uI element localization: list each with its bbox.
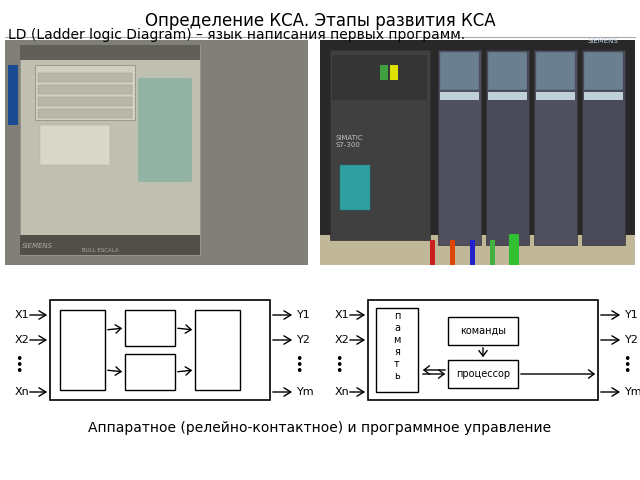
Text: Xn: Xn — [15, 387, 29, 397]
Text: команды: команды — [460, 326, 506, 336]
Bar — [38, 73, 132, 82]
Bar — [5, 40, 308, 265]
Text: ь: ь — [394, 371, 400, 381]
Text: •: • — [15, 353, 22, 367]
Text: •: • — [295, 353, 303, 367]
Bar — [536, 52, 575, 90]
Text: Ym: Ym — [297, 387, 315, 397]
Bar — [536, 92, 575, 100]
Text: я: я — [394, 347, 400, 357]
FancyBboxPatch shape — [509, 234, 519, 266]
Bar — [488, 52, 527, 90]
Bar — [582, 50, 625, 245]
Bar — [380, 65, 388, 80]
Bar — [440, 92, 479, 100]
Text: BULL ESCALA: BULL ESCALA — [82, 248, 118, 253]
Bar — [450, 240, 455, 265]
Text: Ym: Ym — [625, 387, 640, 397]
Text: а: а — [394, 323, 400, 333]
Bar — [332, 55, 427, 100]
Bar — [490, 240, 495, 265]
Bar — [40, 125, 110, 165]
Text: •: • — [335, 353, 342, 367]
Bar — [195, 310, 240, 390]
Text: X2: X2 — [15, 335, 29, 345]
Bar — [390, 65, 398, 80]
Text: SIEMENS: SIEMENS — [22, 243, 53, 249]
Bar — [320, 235, 635, 265]
Bar — [125, 310, 175, 346]
Bar — [438, 50, 481, 245]
Text: •: • — [15, 365, 22, 379]
Text: SIEMENS: SIEMENS — [588, 38, 618, 44]
Bar — [50, 300, 270, 400]
Bar — [35, 65, 135, 120]
Bar — [125, 354, 175, 390]
Bar — [584, 52, 623, 90]
Text: Аппаратное (релейно-контактное) и программное управление: Аппаратное (релейно-контактное) и програ… — [88, 421, 552, 435]
Bar — [534, 50, 577, 245]
Text: Y1: Y1 — [625, 310, 639, 320]
Bar — [20, 235, 200, 255]
FancyBboxPatch shape — [138, 78, 192, 182]
Text: LD (Ladder logic Diagram) – язык написания первых программ.: LD (Ladder logic Diagram) – язык написан… — [8, 28, 465, 42]
Text: •: • — [623, 360, 630, 372]
Bar — [510, 240, 515, 265]
Bar — [330, 50, 430, 240]
Text: •: • — [623, 365, 630, 379]
Bar — [20, 45, 200, 255]
Bar — [448, 317, 518, 345]
Text: м: м — [394, 335, 401, 345]
Bar — [340, 165, 370, 210]
Text: Xn: Xn — [335, 387, 349, 397]
Bar — [488, 92, 527, 100]
Bar — [486, 50, 529, 245]
Bar — [60, 310, 105, 390]
Text: •: • — [295, 365, 303, 379]
Bar — [0, 265, 640, 435]
Text: Y2: Y2 — [625, 335, 639, 345]
Text: •: • — [335, 360, 342, 372]
Text: •: • — [623, 353, 630, 367]
Text: •: • — [295, 360, 303, 372]
Bar — [38, 85, 132, 94]
Bar — [470, 240, 475, 265]
Bar — [430, 240, 435, 265]
Bar — [320, 40, 635, 265]
Text: SIMATIC: SIMATIC — [335, 135, 363, 141]
Text: X1: X1 — [15, 310, 29, 320]
Bar — [376, 308, 418, 392]
Text: процессор: процессор — [456, 369, 510, 379]
Text: Y2: Y2 — [297, 335, 311, 345]
Bar — [8, 65, 18, 125]
Text: п: п — [394, 311, 400, 321]
Text: •: • — [15, 360, 22, 372]
Text: Y1: Y1 — [297, 310, 311, 320]
Bar — [38, 109, 132, 118]
Text: т: т — [394, 359, 400, 369]
Text: X2: X2 — [335, 335, 349, 345]
Bar — [448, 360, 518, 388]
Text: X1: X1 — [335, 310, 349, 320]
Bar — [584, 92, 623, 100]
Bar — [368, 300, 598, 400]
Text: Определение КСА. Этапы развития КСА: Определение КСА. Этапы развития КСА — [145, 12, 495, 30]
Bar — [440, 52, 479, 90]
Bar — [20, 45, 200, 60]
Text: •: • — [335, 365, 342, 379]
Bar — [38, 97, 132, 106]
Text: S7-300: S7-300 — [335, 142, 360, 148]
